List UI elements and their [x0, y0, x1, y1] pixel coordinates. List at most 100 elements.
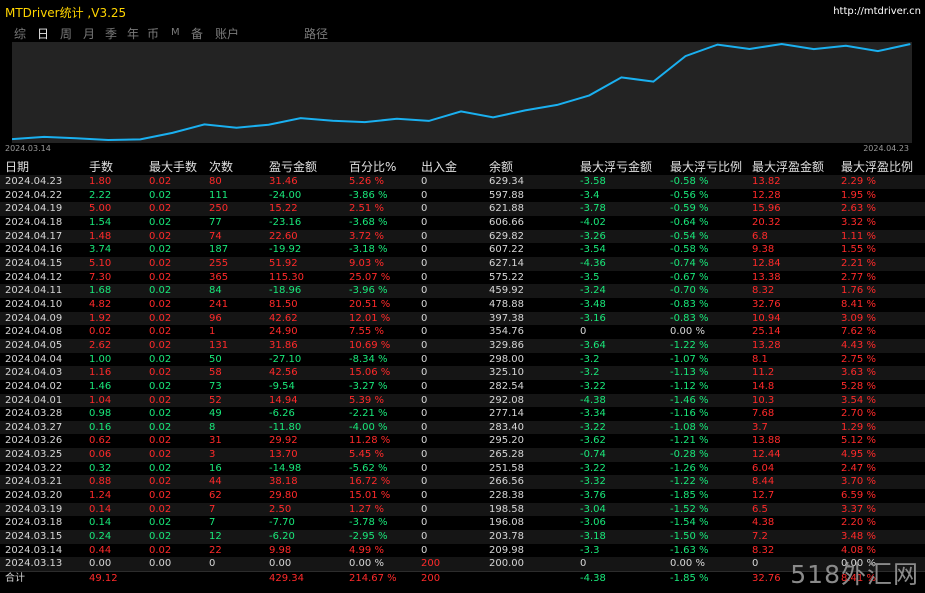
table-row[interactable]: 2024.03.14 0.44 0.02 22 9.98 4.99 % 0 209.98 -3.…	[0, 544, 925, 558]
total-max-float-profit-pct: 8.41 %	[836, 571, 925, 587]
website-link[interactable]: http://mtdriver.cn	[833, 6, 921, 17]
tab-note[interactable]: 备	[191, 27, 204, 41]
cell-percent: 3.72 %	[344, 229, 416, 244]
cell-trades: 365	[209, 271, 229, 283]
tab-m[interactable]: M	[171, 27, 180, 38]
cell-percent: -4.00 %	[344, 420, 416, 435]
tab-summary[interactable]: 综	[14, 27, 27, 41]
cell-deposit: 0	[421, 435, 428, 447]
table-row[interactable]: 2024.04.02 1.46 0.02 73 -9.54 -3.27 % 0 282.54 -…	[0, 380, 925, 394]
table-row[interactable]: 2024.04.16 3.74 0.02 187 -19.92 -3.18 % 0 607.2…	[0, 243, 925, 257]
cell-pnl: 24.90	[269, 326, 298, 338]
tab-quarter[interactable]: 季	[105, 27, 118, 41]
cell-date: 2024.03.15	[0, 530, 84, 544]
balance-point	[781, 43, 783, 45]
header-date[interactable]: 日期	[5, 160, 30, 174]
table-row[interactable]: 2024.03.19 0.14 0.02 7 2.50 1.27 % 0 198.58 -3.0…	[0, 502, 925, 517]
cell-max-lots: 0.02	[144, 202, 204, 216]
table-row[interactable]: 2024.04.12 7.30 0.02 365 115.30 25.07 % 0 575.2…	[0, 271, 925, 285]
table-row[interactable]: 2024.04.03 1.16 0.02 58 42.56 15.06 % 0 325.10-…	[0, 366, 925, 380]
cell-max-float-loss-pct: -1.08 %	[665, 420, 747, 435]
table-row[interactable]: 2024.03.26 0.62 0.02 31 29.92 11.28 % 0 295.20 -…	[0, 434, 925, 448]
table-row[interactable]: 2024.04.09 1.92 0.02 96 42.62 12.01 % 0 397.38-…	[0, 311, 925, 326]
table-row[interactable]: 2024.03.28 0.98 0.02 49 -6.26 -2.21 % 0 277.14 -…	[0, 407, 925, 421]
table-row[interactable]: 2024.04.08 0.02 0.02 1 24.90 7.55 % 0 354.76 0 0.…	[0, 325, 925, 339]
header-deposit[interactable]: 出入金	[421, 160, 458, 174]
balance-point	[588, 94, 590, 96]
table-row[interactable]: 2024.03.13 0.00 0.00 0 0.00 0.00 % 200 200.00 0 0…	[0, 557, 925, 572]
cell-max-float-profit: 8.32	[752, 544, 775, 556]
cell-max-float-loss: -3.26	[575, 229, 665, 244]
table-row[interactable]: 2024.04.04 1.00 0.02 50 -27.10 -8.34 % 0 298.00…	[0, 353, 925, 367]
table-row[interactable]: 2024.03.20 1.24 0.02 62 29.80 15.01 % 0 228.38 -…	[0, 489, 925, 503]
tab-year[interactable]: 年	[127, 27, 140, 41]
tab-account[interactable]: 账户	[215, 27, 240, 41]
cell-max-float-profit: 32.76	[752, 298, 781, 310]
table-row[interactable]: 2024.03.27 0.16 0.02 8 -11.80 -4.00 % 0 283.40-…	[0, 420, 925, 435]
table-row[interactable]: 2024.04.11 1.68 0.02 84 -18.96 -3.96 % 0 459.92…	[0, 284, 925, 298]
header-trades[interactable]: 次数	[209, 160, 234, 174]
cell-date: 2024.04.08	[5, 326, 63, 338]
cell-percent: 12.01 %	[344, 311, 416, 326]
table-row[interactable]: 2024.03.22 0.32 0.02 16 -14.98 -5.62 % 0 251.58…	[0, 462, 925, 476]
cell-deposit: 0	[421, 298, 428, 310]
tab-day[interactable]: 日	[37, 27, 50, 41]
balance-point	[524, 109, 526, 111]
chart-start-date: 2024.03.14	[5, 144, 51, 153]
table-row[interactable]: 2024.04.17 1.48 0.02 74 22.60 3.72 % 0 629.82 -3…	[0, 229, 925, 244]
cell-max-float-profit: 8.44	[747, 475, 836, 490]
cell-max-float-profit-pct: 5.28 %	[841, 380, 876, 392]
table-row[interactable]: 2024.04.05 2.62 0.02 131 31.86 10.69 % 0 329.86…	[0, 338, 925, 353]
header-max-float-profit[interactable]: 最大浮盈金额	[752, 160, 825, 174]
cell-max-lots: 0.02	[144, 393, 204, 408]
table-row[interactable]: 2024.03.21 0.88 0.02 44 38.18 16.72 % 0 266.56-…	[0, 475, 925, 490]
header-max-lots[interactable]: 最大手数	[149, 160, 198, 174]
cell-deposit: 0	[421, 353, 428, 365]
cell-lots: 0.00	[84, 557, 144, 572]
cell-deposit: 0	[421, 517, 428, 529]
cell-lots: 1.24	[89, 490, 112, 502]
table-row[interactable]: 2024.03.15 0.24 0.02 12 -6.20 -2.95 % 0 203.78-…	[0, 530, 925, 544]
cell-lots: 1.80	[84, 175, 144, 189]
cell-max-float-profit-pct: 3.48 %	[836, 530, 925, 544]
table-row[interactable]: 2024.04.19 5.00 0.02 250 15.22 2.51 % 0 621.88-…	[0, 202, 925, 216]
header-pnl[interactable]: 盈亏金额	[269, 160, 318, 174]
cell-max-float-loss-pct: -1.54 %	[670, 517, 709, 529]
cell-max-float-loss-pct: -1.22 %	[665, 475, 747, 490]
header-max-float-loss[interactable]: 最大浮亏金额	[580, 160, 653, 174]
cell-max-float-loss-pct: -1.85 %	[670, 490, 709, 502]
table-row[interactable]: 2024.03.18 0.14 0.02 7 -7.70 -3.78 % 0 196.08 -3…	[0, 516, 925, 530]
tab-currency[interactable]: 币	[147, 27, 160, 41]
header-balance[interactable]: 余额	[489, 160, 514, 174]
header-max-float-profit-pct[interactable]: 最大浮盈比例	[841, 160, 914, 174]
table-row[interactable]: 2024.04.10 4.82 0.02 241 81.50 20.51 % 0 478.88…	[0, 298, 925, 312]
cell-date: 2024.04.17	[0, 229, 84, 244]
table-row[interactable]: 2024.04.15 5.10 0.02 255 51.92 9.03 % 0 627.14-…	[0, 256, 925, 271]
cell-balance: 607.22	[489, 244, 524, 256]
table-row[interactable]: 2024.04.23 1.80 0.02 80 31.46 5.26 % 0 629.34 -3…	[0, 175, 925, 189]
tab-week[interactable]: 周	[60, 27, 73, 41]
tab-path[interactable]: 路径	[304, 27, 329, 41]
cell-max-float-profit: 10.94	[747, 311, 836, 326]
cell-max-float-profit-pct: 2.77 %	[841, 271, 876, 283]
cell-deposit: 200	[416, 557, 484, 572]
cell-max-float-profit: 12.44	[747, 448, 836, 462]
table-row[interactable]: 2024.03.25 0.06 0.02 3 13.70 5.45 % 0 265.28 -0.…	[0, 448, 925, 462]
table-row[interactable]: 2024.04.01 1.04 0.02 52 14.94 5.39 % 0 292.08 -4…	[0, 393, 925, 408]
cell-max-float-profit-pct: 3.09 %	[836, 311, 925, 326]
cell-max-float-profit-pct: 5.12 %	[841, 435, 876, 447]
cell-percent: -3.27 %	[349, 380, 388, 392]
cell-pnl: 42.56	[264, 366, 344, 380]
cell-max-float-profit: 4.38	[752, 517, 775, 529]
cell-max-float-profit-pct: 3.32 %	[841, 216, 876, 228]
cell-pnl: 9.98	[269, 544, 292, 556]
header-lots[interactable]: 手数	[89, 160, 114, 174]
cell-deposit: 0	[416, 175, 484, 189]
header-percent[interactable]: 百分比%	[349, 160, 397, 174]
table-row[interactable]: 2024.04.22 2.22 0.02 111 -24.00 -3.86 % 0 597.8…	[0, 189, 925, 203]
table-row[interactable]: 2024.04.18 1.54 0.02 77 -23.16 -3.68 % 0 606.66…	[0, 216, 925, 230]
header-max-float-loss-pct[interactable]: 最大浮亏比例	[670, 160, 743, 174]
cell-max-float-loss: 0	[575, 557, 665, 572]
cell-max-lots: 0.02	[149, 380, 172, 392]
tab-month[interactable]: 月	[83, 27, 96, 41]
